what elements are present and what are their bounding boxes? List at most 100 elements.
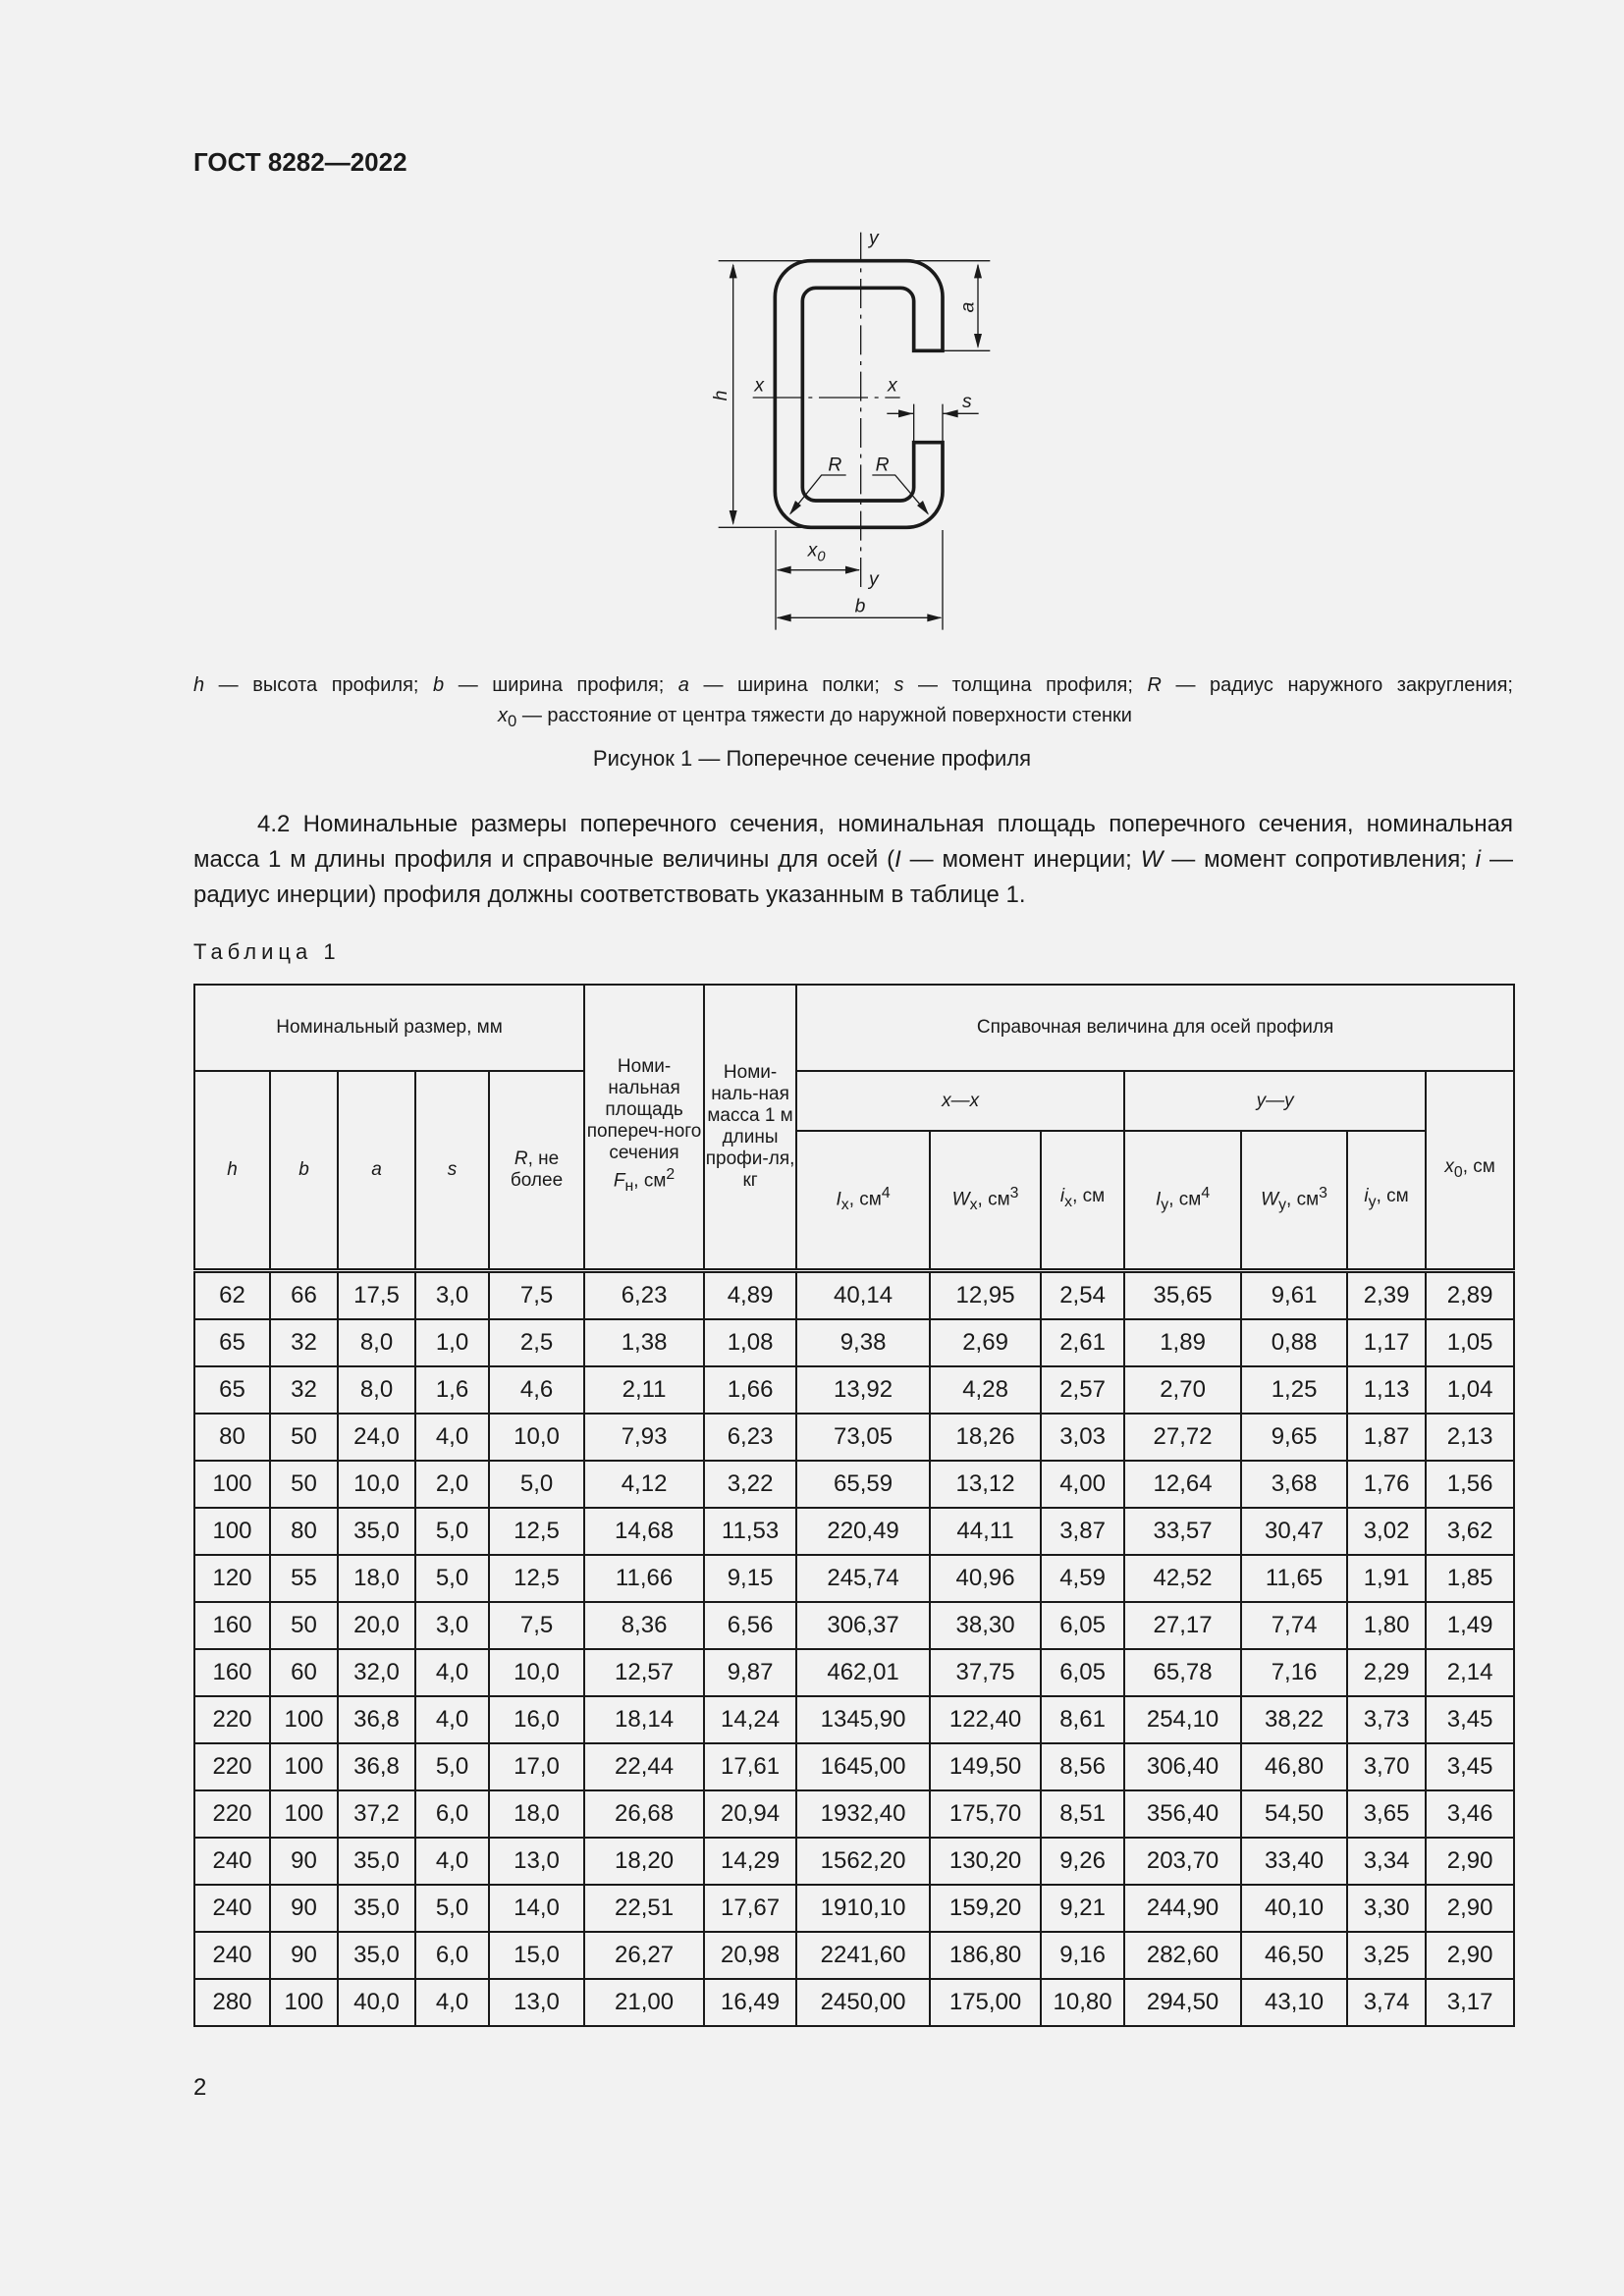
table-cell: 2,5: [487, 1317, 586, 1367]
table-cell: 66: [269, 1267, 339, 1320]
table-cell: 220: [193, 1694, 271, 1744]
header-area: Номи-нальная площадь попереч-ного сечени…: [583, 984, 706, 1271]
table-row: 240 90 35,0 4,0 13,0 18,20 14,29 1562,20 130,20 9…: [193, 1836, 1516, 1886]
table-cell: 1,66: [703, 1364, 798, 1415]
header-mass: Номи-наль-ная масса 1 м длины профи-ля, …: [703, 984, 798, 1271]
table-cell: 1,85: [1425, 1553, 1516, 1603]
table-cell: 462,01: [795, 1647, 932, 1697]
table-cell: 35,0: [337, 1506, 416, 1556]
table-cell: 160: [193, 1647, 271, 1697]
table-cell: 9,21: [1040, 1883, 1126, 1933]
table-cell: 21,00: [583, 1977, 706, 2027]
table-cell: 2,90: [1425, 1836, 1516, 1886]
table-cell: 14,29: [703, 1836, 798, 1886]
table-cell: 13,0: [487, 1836, 586, 1886]
table-cell: 18,20: [583, 1836, 706, 1886]
header-axis-xx: x—x: [795, 1070, 1126, 1132]
table-cell: 10,0: [487, 1647, 586, 1697]
table-cell: 1,17: [1346, 1317, 1428, 1367]
table-cell: 130,20: [929, 1836, 1043, 1886]
table-cell: 1,25: [1240, 1364, 1349, 1415]
header-reference: Справочная величина для осей профиля: [795, 984, 1516, 1072]
table-cell: 6,0: [414, 1930, 490, 1980]
header-axis-yy: y—y: [1123, 1070, 1428, 1132]
para-text-2: — момент инерции;: [900, 846, 1141, 873]
table-row: 220 100 36,8 4,0 16,0 18,14 14,24 1345,90 122,40…: [193, 1694, 1516, 1744]
table-cell: 60: [269, 1647, 339, 1697]
table-cell: 122,40: [929, 1694, 1043, 1744]
table-cell: 6,56: [703, 1600, 798, 1650]
table-row: 220 100 37,2 6,0 18,0 26,68 20,94 1932,40 175,70…: [193, 1789, 1516, 1839]
header-Wx: Wx, см3: [929, 1130, 1043, 1271]
table-cell: 4,12: [583, 1459, 706, 1509]
table-cell: 13,0: [487, 1977, 586, 2027]
table-cell: 2,13: [1425, 1412, 1516, 1462]
table-cell: 5,0: [414, 1883, 490, 1933]
table-cell: 120: [193, 1553, 271, 1603]
table-cell: 73,05: [795, 1412, 932, 1462]
table-cell: 2,39: [1346, 1267, 1428, 1320]
table-cell: 18,0: [337, 1553, 416, 1603]
table-cell: 32: [269, 1317, 339, 1367]
table-cell: 3,0: [414, 1600, 490, 1650]
table-cell: 17,0: [487, 1741, 586, 1791]
table-cell: 11,66: [583, 1553, 706, 1603]
table-cell: 2,14: [1425, 1647, 1516, 1697]
table-cell: 294,50: [1123, 1977, 1243, 2027]
table-cell: 50: [269, 1600, 339, 1650]
table-cell: 244,90: [1123, 1883, 1243, 1933]
table-cell: 240: [193, 1930, 271, 1980]
table-cell: 37,2: [337, 1789, 416, 1839]
table-cell: 3,68: [1240, 1459, 1349, 1509]
table-cell: 5,0: [487, 1459, 586, 1509]
table-cell: 1,0: [414, 1317, 490, 1367]
table-cell: 50: [269, 1459, 339, 1509]
header-b: b: [269, 1070, 339, 1271]
table-cell: 8,61: [1040, 1694, 1126, 1744]
table-cell: 8,0: [337, 1317, 416, 1367]
table-cell: 8,36: [583, 1600, 706, 1650]
table-cell: 2241,60: [795, 1930, 932, 1980]
legend-text-a: — ширина полки;: [688, 674, 894, 696]
thickness-label: s: [962, 392, 972, 412]
table-cell: 33,40: [1240, 1836, 1349, 1886]
table-cell: 33,57: [1123, 1506, 1243, 1556]
table-cell: 40,0: [337, 1977, 416, 2027]
table-cell: 26,27: [583, 1930, 706, 1980]
table-cell: 2,70: [1123, 1364, 1243, 1415]
table-row: 80 50 24,0 4,0 10,0 7,93 6,23 73,05 18,26 3,03 27,…: [193, 1412, 1516, 1462]
table-cell: 9,16: [1040, 1930, 1126, 1980]
figure-legend: h — высота профиля; b — ширина профиля; …: [193, 670, 1513, 736]
table-cell: 7,74: [1240, 1600, 1349, 1650]
table-cell: 80: [269, 1506, 339, 1556]
table-cell: 14,0: [487, 1883, 586, 1933]
table-cell: 9,61: [1240, 1267, 1349, 1320]
table-cell: 175,00: [929, 1977, 1043, 2027]
table-cell: 43,10: [1240, 1977, 1349, 2027]
header-Wy: Wy, см3: [1240, 1130, 1349, 1271]
table-cell: 90: [269, 1836, 339, 1886]
table-cell: 3,45: [1425, 1694, 1516, 1744]
table-cell: 5,0: [414, 1553, 490, 1603]
header-nominal-size: Номинальный размер, мм: [192, 984, 586, 1072]
table-cell: 1932,40: [795, 1789, 932, 1839]
header-s: s: [414, 1070, 490, 1271]
table-cell: 6,05: [1040, 1647, 1126, 1697]
table-cell: 4,0: [414, 1836, 490, 1886]
table-cell: 3,70: [1346, 1741, 1428, 1791]
table-cell: 1,76: [1346, 1459, 1428, 1509]
table-cell: 44,11: [929, 1506, 1043, 1556]
table-cell: 8,56: [1040, 1741, 1126, 1791]
table-cell: 50: [269, 1412, 339, 1462]
table-cell: 1,04: [1425, 1364, 1516, 1415]
table-cell: 14,24: [703, 1694, 798, 1744]
table-cell: 159,20: [929, 1883, 1043, 1933]
table-cell: 12,5: [487, 1506, 586, 1556]
table-cell: 3,30: [1346, 1883, 1428, 1933]
table-cell: 9,87: [703, 1647, 798, 1697]
table-cell: 27,72: [1123, 1412, 1243, 1462]
profile-cross-section-diagram: y y x x h a s R R x0 b: [711, 228, 991, 630]
table-cell: 38,22: [1240, 1694, 1349, 1744]
table-cell: 17,67: [703, 1883, 798, 1933]
table-cell: 1,49: [1425, 1600, 1516, 1650]
